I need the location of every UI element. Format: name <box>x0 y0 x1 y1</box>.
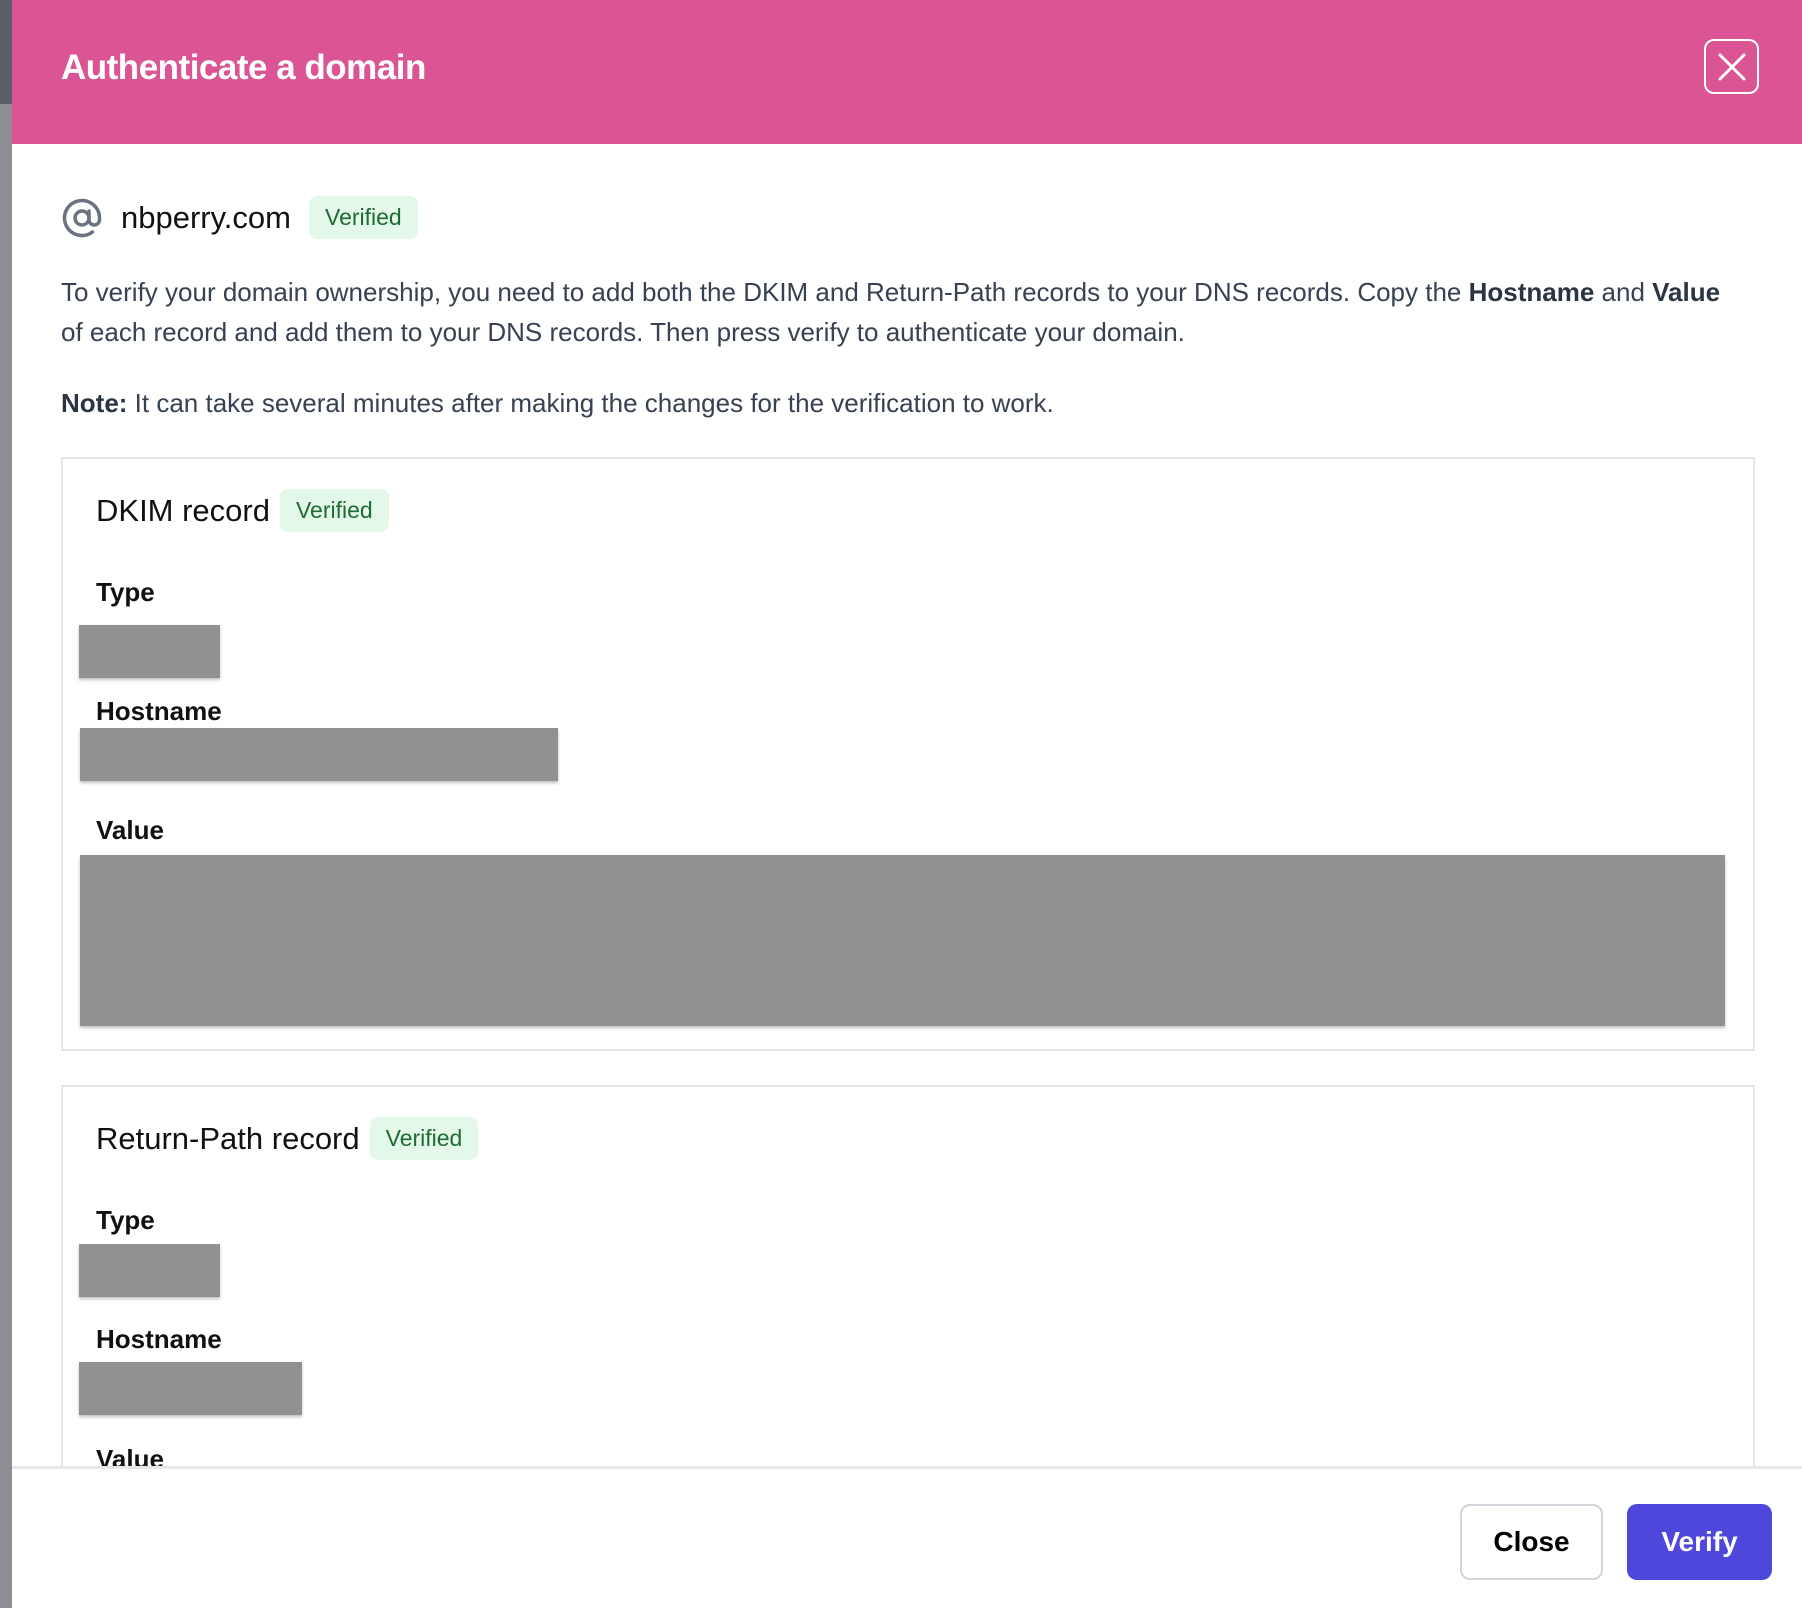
status-badge: Verified <box>279 489 389 532</box>
note: Note: It can take several minutes after … <box>61 388 1054 418</box>
status-badge: Verified <box>309 196 418 239</box>
hostname-value-redacted[interactable] <box>79 1362 302 1415</box>
value-redacted[interactable] <box>80 855 1725 1026</box>
value-label: Value <box>96 1444 164 1466</box>
hostname-label: Hostname <box>96 696 222 726</box>
return-path-record-card: Return-Path record Verified Type Hostname… <box>61 1085 1755 1466</box>
close-button[interactable]: Close <box>1460 1504 1603 1580</box>
type-label: Type <box>96 577 155 607</box>
modal-header: Authenticate a domain <box>12 0 1802 144</box>
backdrop <box>0 0 12 1608</box>
dkim-record-card: DKIM record Verified Type Hostname Value <box>61 457 1755 1051</box>
value-label: Value <box>96 815 164 845</box>
hostname-value-redacted[interactable] <box>80 728 558 781</box>
type-value-redacted[interactable] <box>79 1244 220 1297</box>
modal-title: Authenticate a domain <box>61 48 426 87</box>
type-label: Type <box>96 1205 155 1235</box>
authenticate-domain-modal: Authenticate a domain nbperry.com Verifi… <box>12 0 1802 1608</box>
close-x-button[interactable] <box>1704 39 1759 94</box>
modal-body[interactable]: nbperry.com Verified To verify your doma… <box>12 144 1802 1466</box>
close-icon <box>1718 53 1745 80</box>
domain-row: nbperry.com Verified <box>61 196 418 239</box>
domain-name: nbperry.com <box>121 199 291 235</box>
verify-button[interactable]: Verify <box>1627 1504 1772 1580</box>
hostname-label: Hostname <box>96 1324 222 1354</box>
status-badge: Verified <box>369 1117 479 1160</box>
type-value-redacted[interactable] <box>79 625 220 678</box>
card-title: Return-Path record <box>96 1120 360 1156</box>
modal-footer: Close Verify <box>12 1466 1802 1608</box>
at-icon <box>62 198 102 237</box>
card-title: DKIM record <box>96 492 270 528</box>
instructions: To verify your domain ownership, you nee… <box>61 277 1721 347</box>
